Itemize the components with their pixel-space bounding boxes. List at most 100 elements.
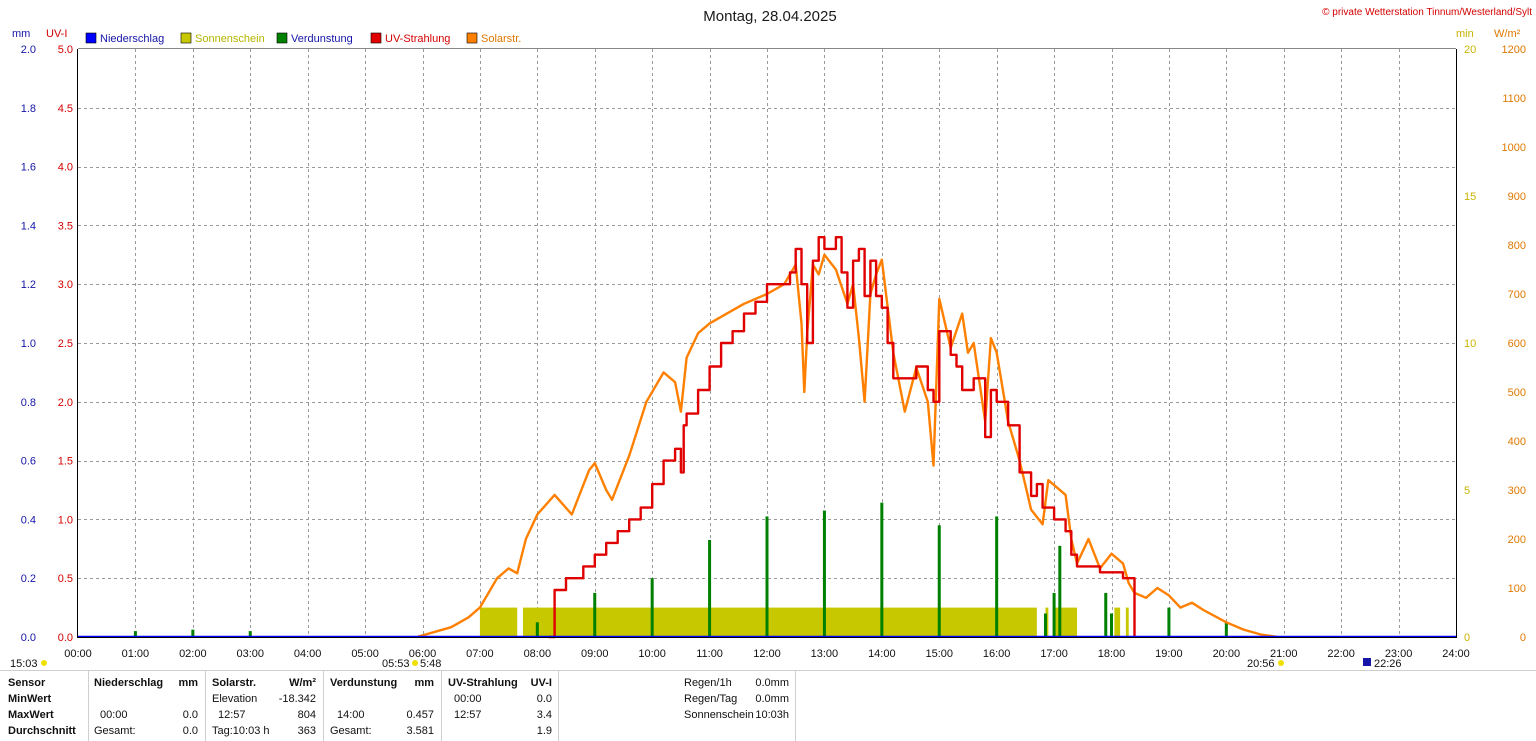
row-label-durchschnitt: Durchschnitt [8, 725, 76, 737]
tick-label-time: 15:00 [925, 648, 953, 660]
tick-label-uv: 4.5 [58, 103, 73, 115]
sonnenschein-bar [522, 607, 1037, 637]
tick-label-mm: 0.4 [21, 514, 36, 526]
verdunstung-bar [1224, 622, 1228, 637]
rain-day-value: 0.0mm [755, 693, 789, 705]
stats-table: Sensor MinWert MaxWert Durchschnitt Nied… [0, 670, 1536, 741]
axis-unit-mm: mm [12, 28, 30, 40]
uv-min-time: 00:00 [454, 693, 482, 705]
tick-label-wm2: 800 [1508, 240, 1526, 252]
tick-label-time: 08:00 [524, 648, 552, 660]
tick-label-time: 10:00 [638, 648, 666, 660]
verdunstung-bar [708, 539, 712, 637]
tick-label-wm2: 100 [1508, 583, 1526, 595]
niederschlag-max-time: 00:00 [100, 709, 128, 721]
tick-label-time: 01:00 [122, 648, 150, 660]
sunset-time: 20:56 [1247, 658, 1275, 670]
verdunstung-max-value: 0.457 [406, 709, 434, 721]
verdunstung-bar [937, 525, 941, 637]
tick-label-time: 17:00 [1040, 648, 1068, 660]
tick-label-wm2: 600 [1508, 338, 1526, 350]
tick-label-wm2: 700 [1508, 289, 1526, 301]
tick-label-time: 00:00 [64, 648, 92, 660]
tick-label-time: 18:00 [1098, 648, 1126, 660]
solar-max-time: 12:57 [218, 709, 246, 721]
tick-label-time: 05:00 [351, 648, 379, 660]
tick-label-time: 19:00 [1155, 648, 1183, 660]
tick-label-mm: 0.6 [21, 456, 36, 468]
sunshine-value: 10:03h [755, 709, 789, 721]
uv-max-time: 12:57 [454, 709, 482, 721]
sonnenschein-bar [1054, 607, 1078, 637]
legend-swatch-uv [370, 32, 382, 44]
tick-label-time: 14:00 [868, 648, 896, 660]
tick-label-wm2: 1100 [1502, 93, 1526, 105]
verdunstung-bar [650, 578, 654, 637]
tick-label-uv: 5.0 [58, 44, 73, 56]
tick-label-wm2: 400 [1508, 436, 1526, 448]
tick-label-time: 24:00 [1442, 648, 1470, 660]
sunrise-time-2: 5:48 [420, 658, 441, 670]
verdunstung-total-value: 3.581 [406, 725, 434, 737]
sunrise-time: 05:53 [382, 658, 410, 670]
tick-label-wm2: 0 [1520, 632, 1526, 644]
tick-label-uv: 0.0 [58, 632, 73, 644]
tick-label-time: 21:00 [1270, 648, 1298, 660]
moonrise-icon [1363, 658, 1371, 666]
tick-label-time: 13:00 [811, 648, 839, 660]
rain-1h-label: Regen/1h [684, 677, 732, 689]
verdunstung-bar [593, 592, 597, 637]
sonnenschein-bar [1125, 607, 1129, 637]
uv-line [548, 236, 1136, 639]
tick-label-time: 22:00 [1327, 648, 1355, 660]
tick-label-time: 02:00 [179, 648, 207, 660]
niederschlag-total-value: 0.0 [183, 725, 198, 737]
tick-label-wm2: 300 [1508, 485, 1526, 497]
header-solar: Solarstr. [212, 677, 256, 689]
astro-markers: 15:03 05:53 5:48 20:56 22:26 [10, 658, 1402, 670]
copyright-text: © private Wetterstation Tinnum/Westerlan… [1322, 7, 1532, 18]
tick-label-mm: 2.0 [21, 44, 36, 56]
solar-min-value: -18.342 [279, 693, 316, 705]
tick-label-mm: 0.8 [21, 397, 36, 409]
verdunstung-bar [1058, 545, 1062, 637]
sun-icon [412, 660, 418, 666]
verdunstung-bar [191, 629, 195, 637]
legend-swatch-solar [466, 32, 478, 44]
tick-label-time: 03:00 [236, 648, 264, 660]
verdunstung-bar [822, 510, 826, 637]
verdunstung-bar [1167, 607, 1171, 637]
tick-label-wm2: 900 [1508, 191, 1526, 203]
verdunstung-bar [995, 516, 999, 637]
tick-label-min: 15 [1464, 191, 1476, 203]
tick-label-mm: 1.4 [21, 220, 36, 232]
tick-label-mm: 1.6 [21, 162, 36, 174]
legend-swatch-niederschlag [85, 32, 97, 44]
tick-label-mm: 1.2 [21, 279, 36, 291]
tick-label-uv: 2.5 [58, 338, 73, 350]
plot-frame [77, 48, 1457, 638]
niederschlag-max-value: 0.0 [183, 709, 198, 721]
tick-label-uv: 1.5 [58, 456, 73, 468]
legend-uv: UV-Strahlung [385, 33, 450, 45]
legend-niederschlag: Niederschlag [100, 33, 164, 45]
tick-label-min: 0 [1464, 632, 1470, 644]
tick-label-time: 09:00 [581, 648, 609, 660]
uv-avg-value: 1.9 [537, 725, 552, 737]
unit-uv: UV-I [531, 677, 552, 689]
tick-label-time: 04:00 [294, 648, 322, 660]
header-uv: UV-Strahlung [448, 677, 518, 689]
tick-label-wm2: 500 [1508, 387, 1526, 399]
verdunstung-bar [133, 631, 137, 637]
tick-label-uv: 0.5 [58, 573, 73, 585]
row-label-sensor: Sensor [8, 677, 46, 689]
tick-label-uv: 4.0 [58, 162, 73, 174]
chart-title: Montag, 28.04.2025 [703, 8, 836, 25]
uv-min-value: 0.0 [537, 693, 552, 705]
sunset-icon [1278, 660, 1284, 666]
moonrise-time: 22:26 [1374, 658, 1402, 670]
axis-unit-uv: UV-I [46, 28, 67, 40]
verdunstung-bar [535, 622, 539, 637]
legend-swatch-sonnenschein [180, 32, 192, 44]
